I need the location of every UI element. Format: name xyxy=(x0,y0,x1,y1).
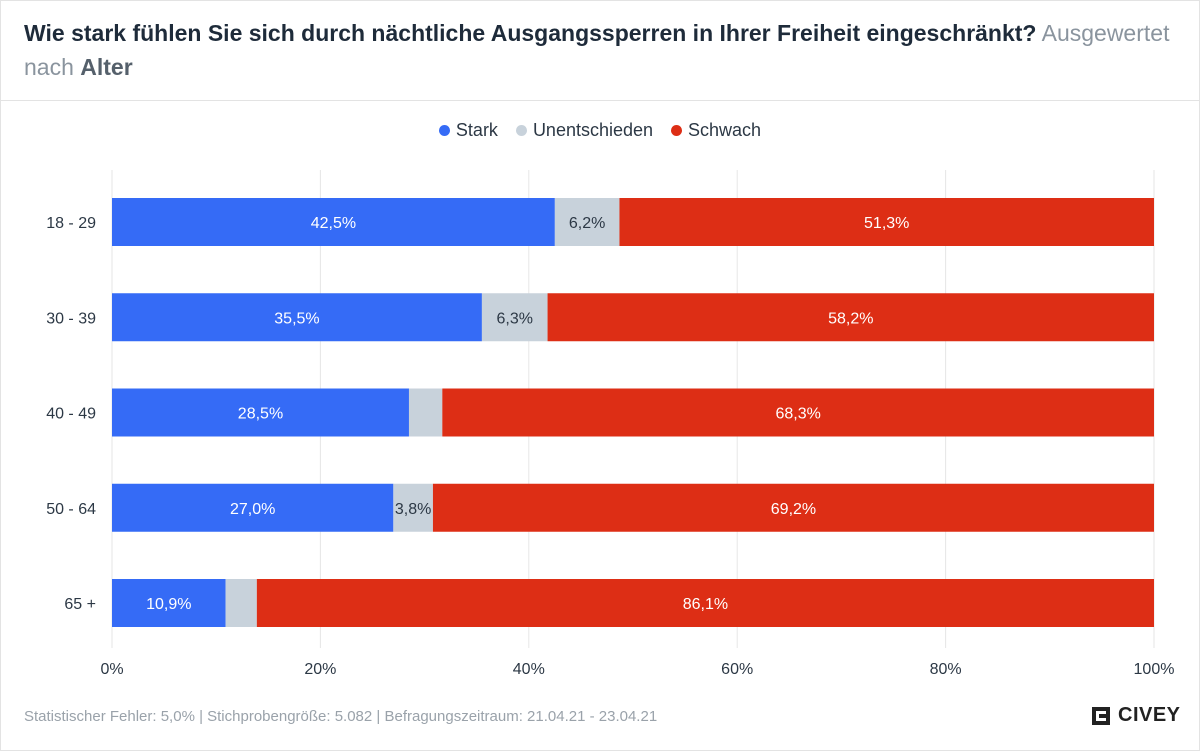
data-label-unentschieden: 3,8% xyxy=(395,501,431,518)
data-label-stark: 42,5% xyxy=(311,215,356,232)
x-tick-label: 0% xyxy=(100,661,123,678)
chart-subtitle: Ausgewertet nach xyxy=(24,20,1170,80)
legend-item-schwach[interactable]: Schwach xyxy=(671,120,761,141)
bar-segment-schwach xyxy=(432,483,1154,532)
data-label-schwach: 68,3% xyxy=(775,406,820,423)
legend-item-unentschieden[interactable]: Unentschieden xyxy=(515,120,654,141)
legend-dot-unentschieden xyxy=(515,125,527,136)
civey-logo-icon xyxy=(1092,706,1110,725)
legend-label-unentschieden: Unentschieden xyxy=(532,120,654,140)
y-category-label: 40 - 49 xyxy=(46,406,96,423)
legend-dot-schwach xyxy=(671,125,683,136)
data-label-unentschieden: 6,3% xyxy=(496,310,532,327)
bar-segment-stark xyxy=(112,579,226,627)
x-tick-label: 100% xyxy=(1134,661,1175,678)
chart-title: Wie stark fühlen Sie sich durch nächtlic… xyxy=(24,20,1037,46)
data-label-schwach: 86,1% xyxy=(683,596,728,613)
data-label-schwach: 51,3% xyxy=(864,215,909,232)
data-label-stark: 28,5% xyxy=(238,406,283,423)
bar-segment-schwach xyxy=(547,293,1154,342)
legend-label-schwach: Schwach xyxy=(688,120,762,140)
x-tick-label: 60% xyxy=(721,661,753,678)
legend-label-stark: Stark xyxy=(455,120,498,140)
footer-note: Statistischer Fehler: 5,0% | Stichproben… xyxy=(24,708,658,725)
bar-segment-unentschieden xyxy=(554,198,620,246)
data-label-stark: 10,9% xyxy=(146,596,191,613)
bar-segment-schwach xyxy=(442,388,1155,437)
legend-dot-stark xyxy=(438,125,450,136)
bar-segment-unentschieden xyxy=(408,388,443,437)
bar-segment-stark xyxy=(112,198,555,246)
x-tick-label: 20% xyxy=(304,661,336,678)
bar-segment-schwach xyxy=(619,198,1154,246)
bar-segment-unentschieden xyxy=(481,293,548,342)
chart-header: Wie stark fühlen Sie sich durch nächtlic… xyxy=(24,16,1174,84)
data-label-stark: 27,0% xyxy=(230,501,275,518)
header-divider xyxy=(0,100,1200,101)
bar-segment-stark xyxy=(112,388,409,437)
x-tick-label: 80% xyxy=(930,661,962,678)
chart-subtitle-key: Alter xyxy=(80,54,133,80)
data-label-schwach: 69,2% xyxy=(771,501,816,518)
civey-logo[interactable]: CIVEY xyxy=(1090,704,1181,727)
y-category-label: 30 - 39 xyxy=(46,310,96,327)
data-label-stark: 35,5% xyxy=(274,310,319,327)
y-category-label: 65 + xyxy=(64,596,96,613)
bar-segment-stark xyxy=(112,293,482,342)
data-label-schwach: 58,2% xyxy=(828,310,873,327)
bar-segment-stark xyxy=(112,483,394,532)
y-category-label: 50 - 64 xyxy=(46,501,96,518)
bar-segment-unentschieden xyxy=(225,579,257,627)
brand-name: CIVEY xyxy=(1118,704,1181,726)
chart-legend: Stark Unentschieden Schwach xyxy=(0,120,1200,141)
data-label-unentschieden: 6,2% xyxy=(569,215,605,232)
legend-item-stark[interactable]: Stark xyxy=(438,120,498,141)
bar-segment-unentschieden xyxy=(393,483,433,532)
y-category-label: 18 - 29 xyxy=(46,215,96,232)
bar-segment-schwach xyxy=(256,579,1154,627)
x-tick-label: 40% xyxy=(513,661,545,678)
